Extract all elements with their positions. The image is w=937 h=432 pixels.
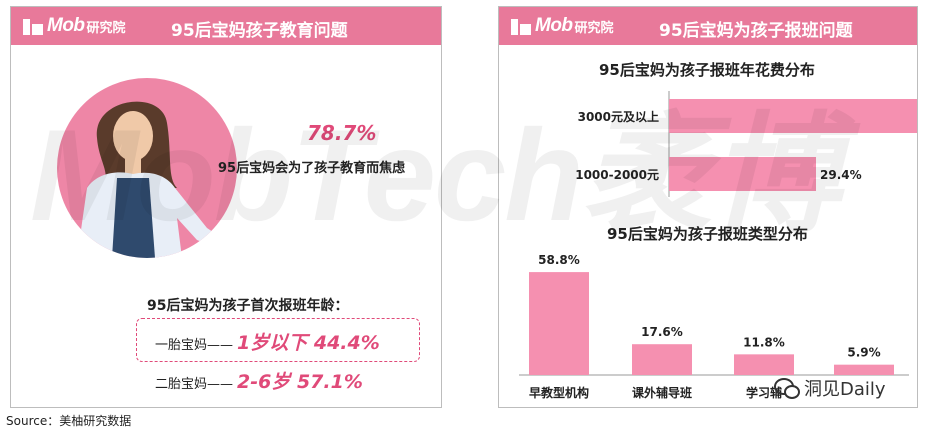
brand-mob: Mob [47,15,85,36]
watermark: MobTech袤博 [30,102,840,248]
mob-logo: Mob 研究院 [511,13,614,39]
type-bar-chart: 58.8% 早教型机构 17.6% 课外辅导班 11.8% 学习辅 5.9% [519,253,909,400]
logo-icon [511,17,531,35]
panel-header: Mob 研究院 95后宝妈孩子教育问题 [11,7,441,45]
woman-figure-icon [77,101,235,258]
highlight-box [136,318,420,362]
brand-institute: 研究院 [574,20,614,36]
value-label: 58.8% [538,253,580,267]
value-label: 5.9% [847,346,880,360]
second-child-value: 2-6岁 57.1% [237,371,363,393]
bar-3 [734,354,794,375]
wechat-icon [774,378,800,399]
value-label: 29.4% [820,168,862,182]
bar-2 [632,344,692,375]
first-enrollment-title: 95后宝妈为孩子首次报班年龄： [147,298,349,314]
category-label: 1000-2000元 [575,168,659,182]
second-child-label: 二胎宝妈—— [155,377,234,392]
first-child-label: 一胎宝妈—— [155,338,234,353]
first-child-row: 一胎宝妈—— 1岁以下 44.4% [155,328,380,355]
bar-1 [669,99,917,133]
panel-title: 95后宝妈为孩子报班问题 [659,21,853,41]
anxiety-description: 95后宝妈会为了孩子教育而焦虑 [218,161,406,176]
education-panel: Mob 研究院 95后宝妈孩子教育问题 78.7% 95后宝妈会为了孩子教育而焦… [10,6,442,408]
source-note: Source：美柚研究数据 [6,414,132,428]
anxiety-percentage: 78.7% [307,121,377,145]
first-child-value: 1岁以下 44.4% [237,332,380,354]
category-label: 3000元及以上 [578,109,659,124]
value-label: 11.8% [743,335,785,349]
bar-1 [529,272,589,375]
panel-header: Mob 研究院 95后宝妈为孩子报班问题 [499,7,917,45]
wechat-badge: 洞见Daily [774,375,886,401]
brand-institute: 研究院 [86,20,126,36]
mother-illustration [57,78,237,258]
value-label: 17.6% [641,325,683,339]
enrollment-panel: Mob 研究院 95后宝妈为孩子报班问题 95后宝妈为孩子报班年花费分布 300… [498,6,918,408]
bar-2 [669,157,816,191]
second-child-row: 二胎宝妈—— 2-6岁 57.1% [155,367,363,394]
category-label: 学习辅 [746,385,782,400]
category-label: 课外辅导班 [632,385,692,400]
spending-chart-title: 95后宝妈为孩子报班年花费分布 [599,61,815,79]
wechat-label: 洞见Daily [804,379,886,400]
panel-title: 95后宝妈孩子教育问题 [171,21,348,41]
bar-4 [834,364,894,375]
logo-icon [23,17,43,35]
category-label: 早教型机构 [529,385,589,400]
type-chart-title: 95后宝妈为孩子报班类型分布 [607,225,808,243]
brand-mob: Mob [535,15,573,36]
mob-logo: Mob 研究院 [23,13,126,39]
